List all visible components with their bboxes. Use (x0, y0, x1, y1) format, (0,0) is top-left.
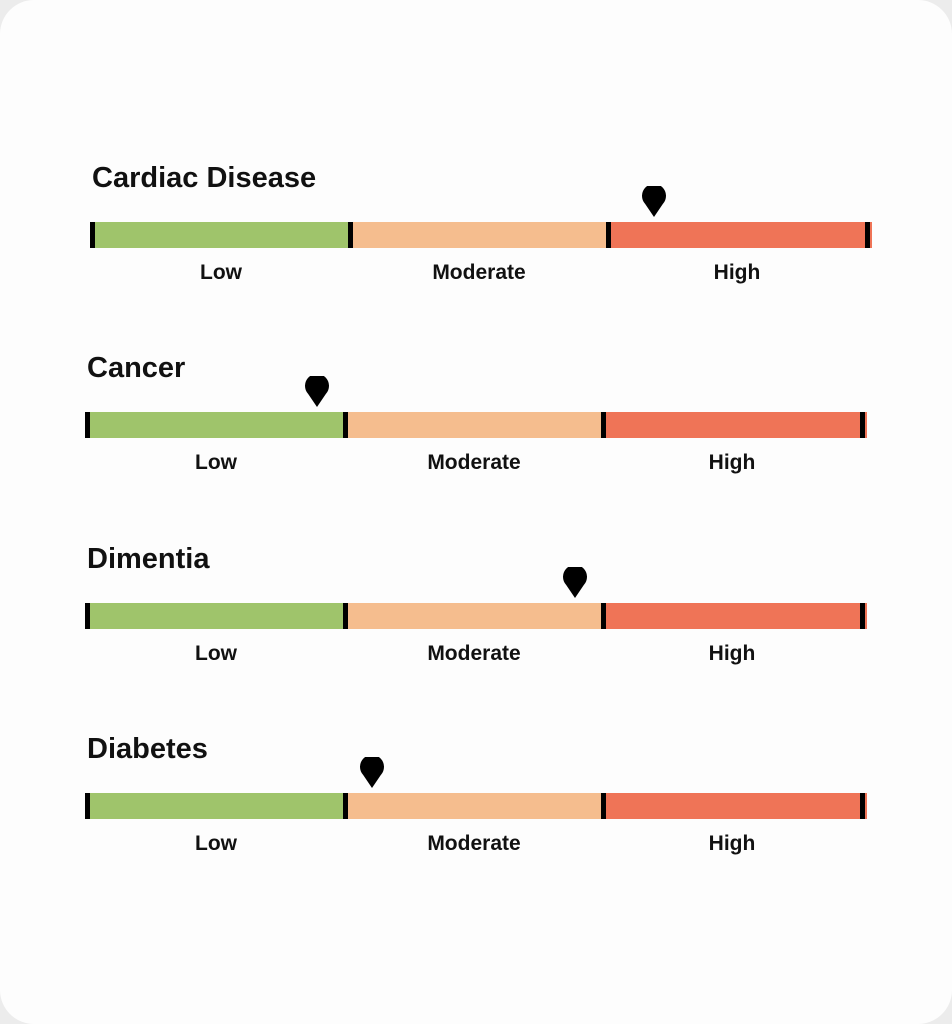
meter-cardiac-disease: Cardiac Disease Low Moderate High (90, 160, 872, 290)
moderate-high-divider (601, 412, 606, 438)
moderate-high-divider (601, 793, 606, 819)
moderate-segment (347, 793, 605, 819)
meter-title: Diabetes (87, 733, 208, 765)
moderate-label: Moderate (427, 832, 521, 855)
map-pin-icon (359, 757, 384, 788)
bar-end-tick (860, 793, 865, 819)
meter-title: Cancer (87, 352, 186, 384)
meter-dimentia: Dimentia Low Moderate High (85, 541, 867, 671)
meter-cancer: Cancer Low Moderate High (85, 350, 867, 480)
high-segment (605, 793, 867, 819)
bar-start-tick (90, 222, 95, 248)
moderate-segment (347, 412, 605, 438)
low-moderate-divider (343, 412, 348, 438)
high-segment (605, 603, 867, 629)
high-label: High (708, 451, 756, 474)
meter-title: Cardiac Disease (92, 162, 317, 194)
bar-end-tick (865, 222, 870, 248)
bar-end-tick (860, 603, 865, 629)
low-moderate-divider (343, 793, 348, 819)
moderate-label: Moderate (427, 451, 521, 474)
map-pin-icon (305, 376, 330, 407)
map-pin-icon (641, 186, 666, 217)
risk-bar (85, 412, 867, 438)
low-moderate-divider (343, 603, 348, 629)
bar-end-tick (860, 412, 865, 438)
high-segment (605, 412, 867, 438)
meter-title: Dimentia (87, 543, 210, 575)
moderate-high-divider (606, 222, 611, 248)
risk-bar (85, 793, 867, 819)
moderate-high-divider (601, 603, 606, 629)
low-segment (87, 793, 347, 819)
high-label: High (708, 642, 756, 665)
low-segment (92, 222, 352, 248)
moderate-segment (352, 222, 610, 248)
bar-start-tick (85, 603, 90, 629)
map-pin-icon (562, 567, 587, 598)
low-segment (87, 603, 347, 629)
low-label: Low (195, 832, 237, 855)
risk-bar (85, 603, 867, 629)
low-label: Low (200, 261, 242, 284)
low-label: Low (195, 451, 237, 474)
moderate-label: Moderate (432, 261, 526, 284)
bar-start-tick (85, 412, 90, 438)
low-label: Low (195, 642, 237, 665)
high-label: High (713, 261, 761, 284)
high-label: High (708, 832, 756, 855)
moderate-segment (347, 603, 605, 629)
meter-diabetes: Diabetes Low Moderate High (85, 731, 867, 861)
low-segment (87, 412, 347, 438)
high-segment (610, 222, 872, 248)
risk-bar (90, 222, 872, 248)
bar-start-tick (85, 793, 90, 819)
low-moderate-divider (348, 222, 353, 248)
moderate-label: Moderate (427, 642, 521, 665)
